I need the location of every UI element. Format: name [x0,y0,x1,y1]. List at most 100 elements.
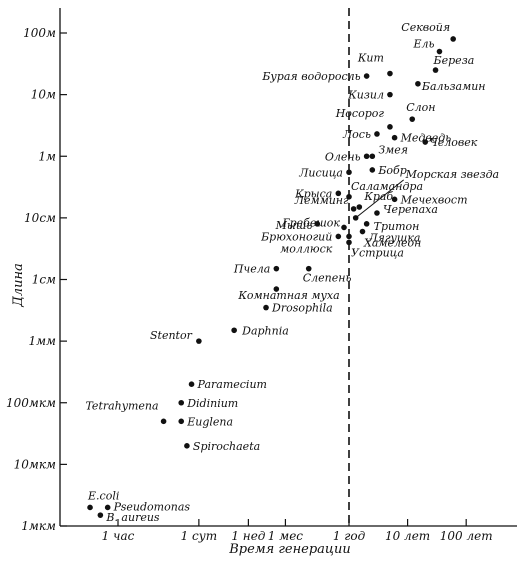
data-point-секвойя [450,36,456,42]
point-label-кизил: Кизил [347,89,384,102]
x-tick-label: 1 мес [268,529,304,543]
point-label-e-coli: E.coli [87,489,119,502]
data-point-paramecium [188,381,195,387]
x-tick-label: 1 нед [231,529,265,543]
point-label-ель: Ель [412,38,434,51]
x-tick-label: 1 час [102,529,135,543]
point-label-daphnia: Daphnia [241,324,289,337]
point-label-мышь: Мышь [275,219,313,232]
y-tick-label: 10см [24,211,56,225]
point-label-брюхоногий-моллюск: Брюхоногий моллюск [260,230,333,255]
data-point-лисица [346,169,352,176]
data-point-крыса [335,190,342,197]
point-label-spirochaeta: Spirochaeta [193,440,260,453]
data-point-олень [363,153,370,160]
point-label-саламандра: Саламандра [351,180,423,193]
data-point-бобр [369,167,376,173]
point-label-бобр: Бобр [377,164,406,177]
point-label-мечехвост: Мечехвост [400,193,468,206]
point-label-лисица: Лисица [298,166,343,179]
data-point-бальзамин [415,80,421,87]
point-label-крыса: Крыса [294,187,332,200]
data-point-e-coli [87,504,93,511]
data-point-слепень [305,265,312,272]
point-label-гребешок: Гребешок [281,216,340,229]
data-point-tetrahymena [160,418,167,425]
x-axis-label: Время генерации [228,542,351,557]
point-label-слон: Слон [406,101,435,114]
data-point-мышь [314,221,321,227]
point-label-лемминг: Лемминг [294,194,349,207]
x-tick-label: 100 лет [440,529,493,543]
point-label-краб: Краб [363,190,393,203]
data-point-мечехвост [391,196,398,203]
data-point-лемминг [350,206,357,212]
point-label-paramecium: Paramecium [197,378,267,391]
point-label-комнатная-муха: Комнатная муха [237,289,339,302]
data-point-stentor [196,338,202,344]
data-point-гребешок [341,224,347,231]
data-point-spirochaeta [184,443,190,449]
point-label-бурая-водоросль: Бурая водоросль [261,70,360,83]
y-tick-label: 100м [23,26,56,40]
y-tick-label: 10м [31,88,56,102]
point-label-tetrahymena: Tetrahymena [85,399,158,412]
point-label-b-aureus: B. aureus [105,511,160,524]
point-label-тритон: Тритон [374,220,420,233]
leader-line [355,179,404,219]
data-point-лягушка [359,228,366,235]
data-point-комнатная-муха [273,286,280,292]
data-point-носорог [387,124,393,130]
data-point-змея [369,153,376,160]
point-label-устрица: Устрица [351,246,404,259]
data-point-drosophila [263,304,269,311]
data-point-слон [409,116,416,122]
data-point-береза [432,67,439,73]
data-point-черепаха [374,210,380,216]
data-point-лось [374,131,380,137]
point-label-слепень: Слепень [303,272,352,285]
data-point-краб [356,204,363,210]
data-point-человек [422,139,429,145]
data-point-ель [436,48,443,55]
data-point-кит [387,70,393,77]
point-label-drosophila: Drosophila [271,302,333,315]
point-label-медведь: Медведь [400,132,452,145]
point-label-человек: Человек [429,136,478,149]
y-tick-label: 10мкм [14,457,56,471]
point-label-змея: Змея [378,143,408,156]
point-label-олень: Олень [325,150,361,163]
y-tick-label: 1м [38,149,56,163]
data-point-пчела [273,265,280,272]
data-point-бурая-водоросль [363,73,370,79]
data-point-тритон [363,221,370,227]
data-point-медведь [391,134,398,141]
axes: 100м 10м 1м 10см 1см 1мм 100мкм 10мкм 1мкм 1 час 1… [6,8,517,543]
y-axis-label: Длина [11,263,26,308]
point-label-береза: Береза [433,54,475,67]
data-point-кизил [387,91,393,98]
y-tick-label: 1мкм [21,519,56,533]
data-point-didinium [178,399,185,406]
point-label-stentor: Stentor [150,329,193,342]
point-label-euglena: Euglena [186,415,233,428]
point-label-didinium: Didinium [186,397,238,410]
data-point-b-aureus [97,512,104,518]
x-tick-label: 1 сут [181,529,218,543]
data-point-pseudomonas [104,504,111,511]
y-tick-label: 1см [32,273,56,287]
point-label-пчела: Пчела [233,263,271,276]
point-label-лягушка: Лягушка [368,232,421,245]
y-tick-label: 100мкм [6,396,56,410]
point-label-бальзамин: Бальзамин [421,80,486,93]
y-tick-label: 1мм [28,334,56,348]
x-tick-label: 10 лет [385,529,430,543]
point-label-кит: Кит [357,52,384,65]
point-label-секвойя: Секвойя [401,21,450,34]
x-tick-label: 1 год [333,529,366,543]
data-point-брюхоногий-моллюск [335,233,342,240]
point-label-лось: Лось [342,128,371,141]
point-label-морская-звезда: Морская звезда [405,168,499,181]
